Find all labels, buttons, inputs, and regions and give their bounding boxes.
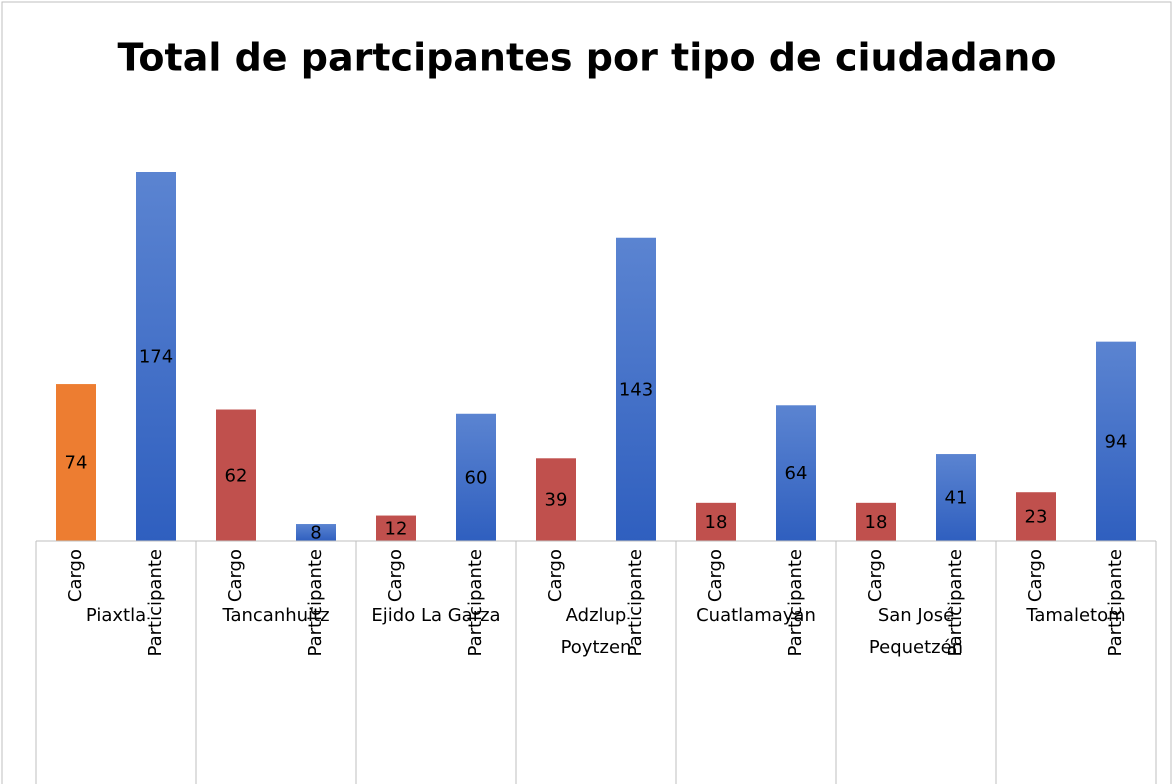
data-label: 41 <box>945 488 968 509</box>
bar <box>616 237 656 541</box>
group-label: Adzlup Poytzen <box>560 605 632 658</box>
bar <box>296 524 336 541</box>
x-tick-label: Cargo <box>1025 549 1046 602</box>
group-label: San José Pequetzén <box>868 605 964 658</box>
bar <box>456 413 496 541</box>
bar <box>696 502 736 541</box>
group-label: Ejido La Garza <box>371 605 501 626</box>
bar <box>856 502 896 541</box>
x-tick-label: Cargo <box>385 549 406 602</box>
x-tick-label: Cargo <box>225 549 246 602</box>
group-label: Tancanhuitz <box>222 605 330 626</box>
bar <box>776 405 816 541</box>
group-label: Cuatlamayan <box>696 605 816 626</box>
bar <box>376 515 416 541</box>
x-tick-label: Participante <box>145 549 166 656</box>
group-label: Piaxtla <box>85 605 147 626</box>
data-label: 143 <box>619 379 653 400</box>
x-tick-label: Cargo <box>865 549 886 602</box>
bar <box>536 458 576 541</box>
bar <box>216 409 256 541</box>
x-tick-label: Participante <box>945 549 966 656</box>
data-label: 39 <box>545 490 568 511</box>
bar <box>1016 492 1056 541</box>
data-label: 174 <box>139 347 173 368</box>
x-tick-label: Cargo <box>65 549 86 602</box>
bar <box>1096 341 1136 541</box>
chart-title: Total de partcipantes por tipo de ciudad… <box>118 36 1057 80</box>
data-label: 23 <box>1025 507 1048 528</box>
bar <box>56 384 96 541</box>
x-tick-label: Participante <box>1105 549 1126 656</box>
x-tick-label: Cargo <box>545 549 566 602</box>
bar <box>136 172 176 541</box>
data-label: 74 <box>65 453 88 474</box>
data-label: 60 <box>465 467 488 488</box>
x-tick-label: Participante <box>785 549 806 656</box>
x-tick-label: Participante <box>305 549 326 656</box>
x-tick-label: Cargo <box>705 549 726 602</box>
data-label: 94 <box>1105 431 1128 452</box>
data-label: 18 <box>865 512 888 533</box>
bar <box>936 454 976 541</box>
data-label: 18 <box>705 512 728 533</box>
data-label: 12 <box>385 518 408 539</box>
group-label: Tamaletom <box>1026 605 1126 626</box>
data-label: 64 <box>785 463 808 484</box>
data-label: 62 <box>225 465 248 486</box>
data-label: 8 <box>310 523 321 544</box>
x-tick-label: Participante <box>465 549 486 656</box>
x-tick-label: Participante <box>625 549 646 656</box>
